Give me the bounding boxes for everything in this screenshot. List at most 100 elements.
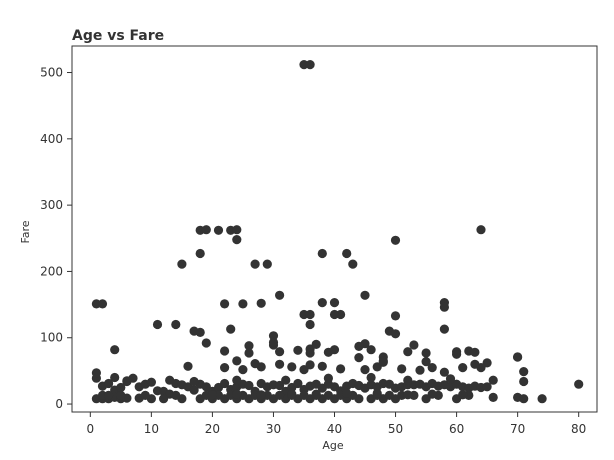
data-point (427, 363, 437, 373)
data-point (275, 290, 285, 300)
data-point (439, 367, 449, 377)
data-point (220, 363, 230, 373)
x-tick-label: 0 (86, 422, 94, 436)
data-point (195, 327, 205, 337)
y-tick-label: 200 (40, 264, 63, 278)
data-point (232, 389, 242, 399)
x-tick-label: 30 (266, 422, 281, 436)
y-axis-label: Fare (19, 220, 32, 243)
data-point (275, 359, 285, 369)
data-point (445, 374, 456, 384)
data-point (360, 365, 370, 375)
x-tick-label: 20 (205, 422, 220, 436)
data-point (574, 379, 584, 389)
data-point (244, 380, 254, 391)
data-point (354, 353, 364, 363)
data-point (421, 348, 431, 358)
data-point (238, 299, 248, 309)
data-point (195, 248, 205, 259)
data-point (256, 298, 266, 308)
data-point (287, 362, 297, 372)
data-point (171, 319, 181, 330)
data-point (519, 376, 529, 387)
data-point (329, 298, 340, 308)
data-point (152, 319, 163, 330)
data-point (122, 376, 132, 386)
data-point (458, 363, 468, 373)
data-point (220, 378, 230, 389)
data-point (146, 377, 156, 387)
x-tick-label: 10 (144, 422, 159, 436)
data-point (397, 364, 407, 374)
data-point (250, 259, 260, 269)
data-point (183, 361, 193, 371)
data-point (305, 348, 315, 358)
data-point (403, 347, 413, 357)
data-point (488, 392, 498, 402)
data-point (299, 390, 309, 400)
data-point (268, 331, 279, 341)
data-point (305, 309, 315, 320)
data-point (378, 357, 388, 367)
data-point (116, 390, 126, 400)
data-point (305, 60, 315, 70)
data-point (403, 375, 413, 385)
data-point (390, 311, 401, 321)
data-point (232, 375, 242, 385)
x-axis-ticks: 0 10 20 30 40 50 60 70 80 (86, 412, 586, 436)
data-point (372, 388, 382, 398)
data-point (232, 235, 242, 245)
data-point (354, 341, 364, 351)
data-point (232, 356, 242, 366)
data-point (366, 345, 376, 355)
data-point (226, 324, 236, 334)
data-point (201, 338, 211, 348)
data-point (140, 390, 150, 400)
data-point (439, 302, 449, 312)
data-point (519, 367, 529, 377)
y-tick-label: 300 (40, 198, 63, 212)
data-point (390, 235, 401, 245)
data-point (439, 324, 449, 334)
data-point (317, 298, 327, 308)
data-point (311, 339, 321, 349)
data-point (409, 340, 419, 350)
data-point (519, 394, 529, 404)
data-point (244, 341, 254, 351)
data-point (287, 389, 297, 399)
data-point (488, 375, 498, 385)
data-point (293, 345, 303, 355)
data-point (165, 375, 175, 385)
data-point (311, 389, 321, 399)
data-point (275, 347, 285, 357)
data-point (104, 378, 114, 389)
y-tick-label: 400 (40, 132, 63, 146)
data-point (116, 382, 126, 393)
data-point (342, 388, 352, 398)
data-point (336, 364, 346, 374)
data-point (232, 225, 242, 235)
data-point (189, 385, 199, 395)
x-tick-label: 50 (388, 422, 403, 436)
data-point (262, 259, 272, 269)
x-tick-label: 40 (327, 422, 342, 436)
data-point (220, 346, 230, 356)
x-axis-label: Age (322, 439, 344, 452)
y-tick-label: 0 (55, 397, 63, 411)
y-tick-label: 100 (40, 331, 63, 345)
y-axis-ticks: 0 100 200 300 400 500 (40, 66, 72, 411)
data-point (207, 390, 217, 400)
data-point (513, 352, 523, 362)
data-points (91, 60, 584, 404)
data-point (323, 390, 333, 400)
data-point (482, 382, 492, 392)
data-point (427, 389, 437, 399)
data-point (250, 359, 260, 369)
data-point (275, 390, 285, 400)
data-point (421, 357, 431, 367)
data-point (305, 319, 315, 330)
data-point (366, 372, 376, 383)
data-point (97, 299, 108, 309)
x-tick-label: 70 (510, 422, 525, 436)
